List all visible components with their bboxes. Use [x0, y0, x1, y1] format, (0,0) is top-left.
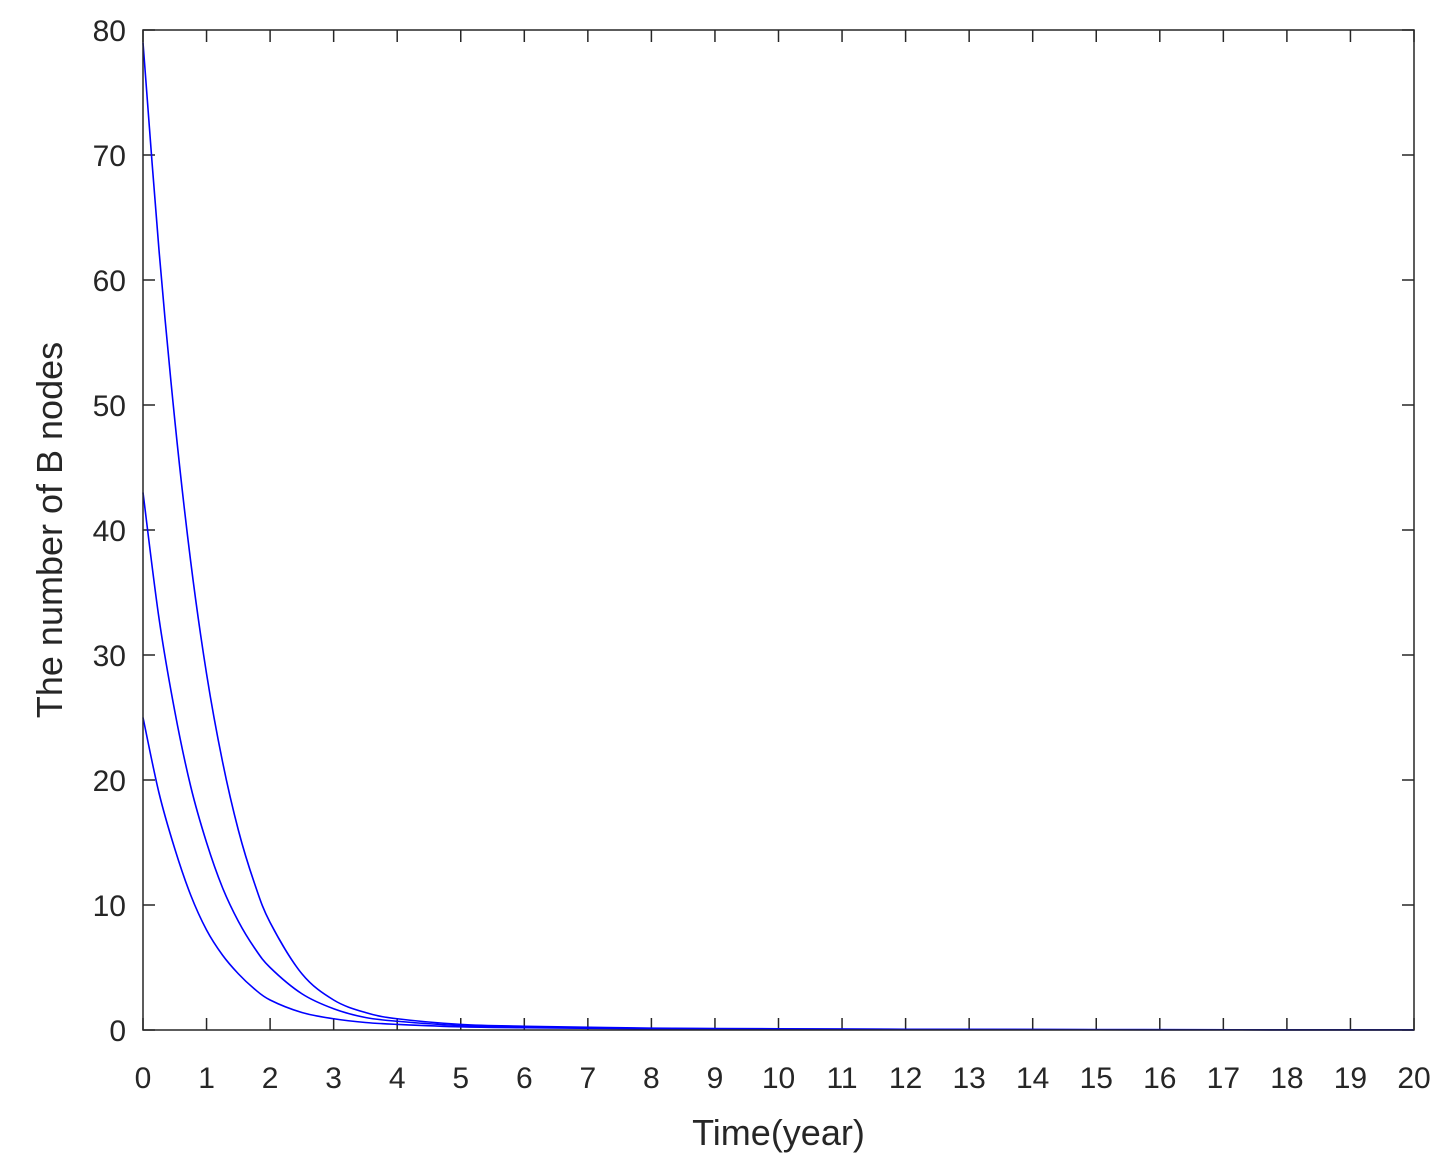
x-tick-label: 9	[707, 1062, 724, 1095]
x-tick-label: 4	[389, 1062, 406, 1095]
y-tick-label: 30	[93, 640, 126, 673]
x-tick-label: 16	[1143, 1062, 1176, 1095]
x-axis-title: Time(year)	[692, 1112, 865, 1153]
y-tick-label: 20	[93, 765, 126, 798]
x-tick-label: 12	[889, 1062, 922, 1095]
y-tick-label: 60	[93, 265, 126, 298]
y-tick-label: 40	[93, 515, 126, 548]
x-tick-label: 18	[1270, 1062, 1303, 1095]
x-tick-label: 1	[198, 1062, 215, 1095]
x-tick-label: 20	[1397, 1062, 1430, 1095]
y-tick-label: 50	[93, 390, 126, 423]
x-tick-label: 15	[1080, 1062, 1113, 1095]
x-tick-label: 5	[452, 1062, 469, 1095]
x-tick-label: 11	[826, 1062, 857, 1095]
plot-area	[143, 30, 1414, 1030]
y-tick-label: 70	[93, 140, 126, 173]
y-tick-label: 0	[109, 1015, 126, 1048]
x-tick-label: 2	[262, 1062, 279, 1095]
x-tick-label: 13	[952, 1062, 985, 1095]
y-tick-label: 80	[93, 15, 126, 48]
x-tick-label: 0	[135, 1062, 152, 1095]
x-tick-label: 14	[1016, 1062, 1049, 1095]
y-tick-labels: 0 10 20 30 40 50 60 70 80	[93, 15, 126, 1048]
tick-marks	[142, 29, 1415, 1031]
x-tick-label: 7	[580, 1062, 597, 1095]
x-tick-label: 3	[325, 1062, 342, 1095]
y-axis-title: The number of B nodes	[29, 342, 70, 718]
x-tick-label: 10	[762, 1062, 795, 1095]
x-tick-label: 19	[1334, 1062, 1367, 1095]
x-tick-labels: 0 1 2 3 4 5 6 7 8 9 10 11 12 13 14 15 16 17 18 19 20	[135, 1062, 1431, 1095]
y-tick-label: 10	[93, 890, 126, 923]
x-tick-label: 8	[643, 1062, 660, 1095]
axes-box	[142, 29, 1415, 1031]
x-tick-label: 17	[1207, 1062, 1240, 1095]
x-tick-label: 6	[516, 1062, 533, 1095]
